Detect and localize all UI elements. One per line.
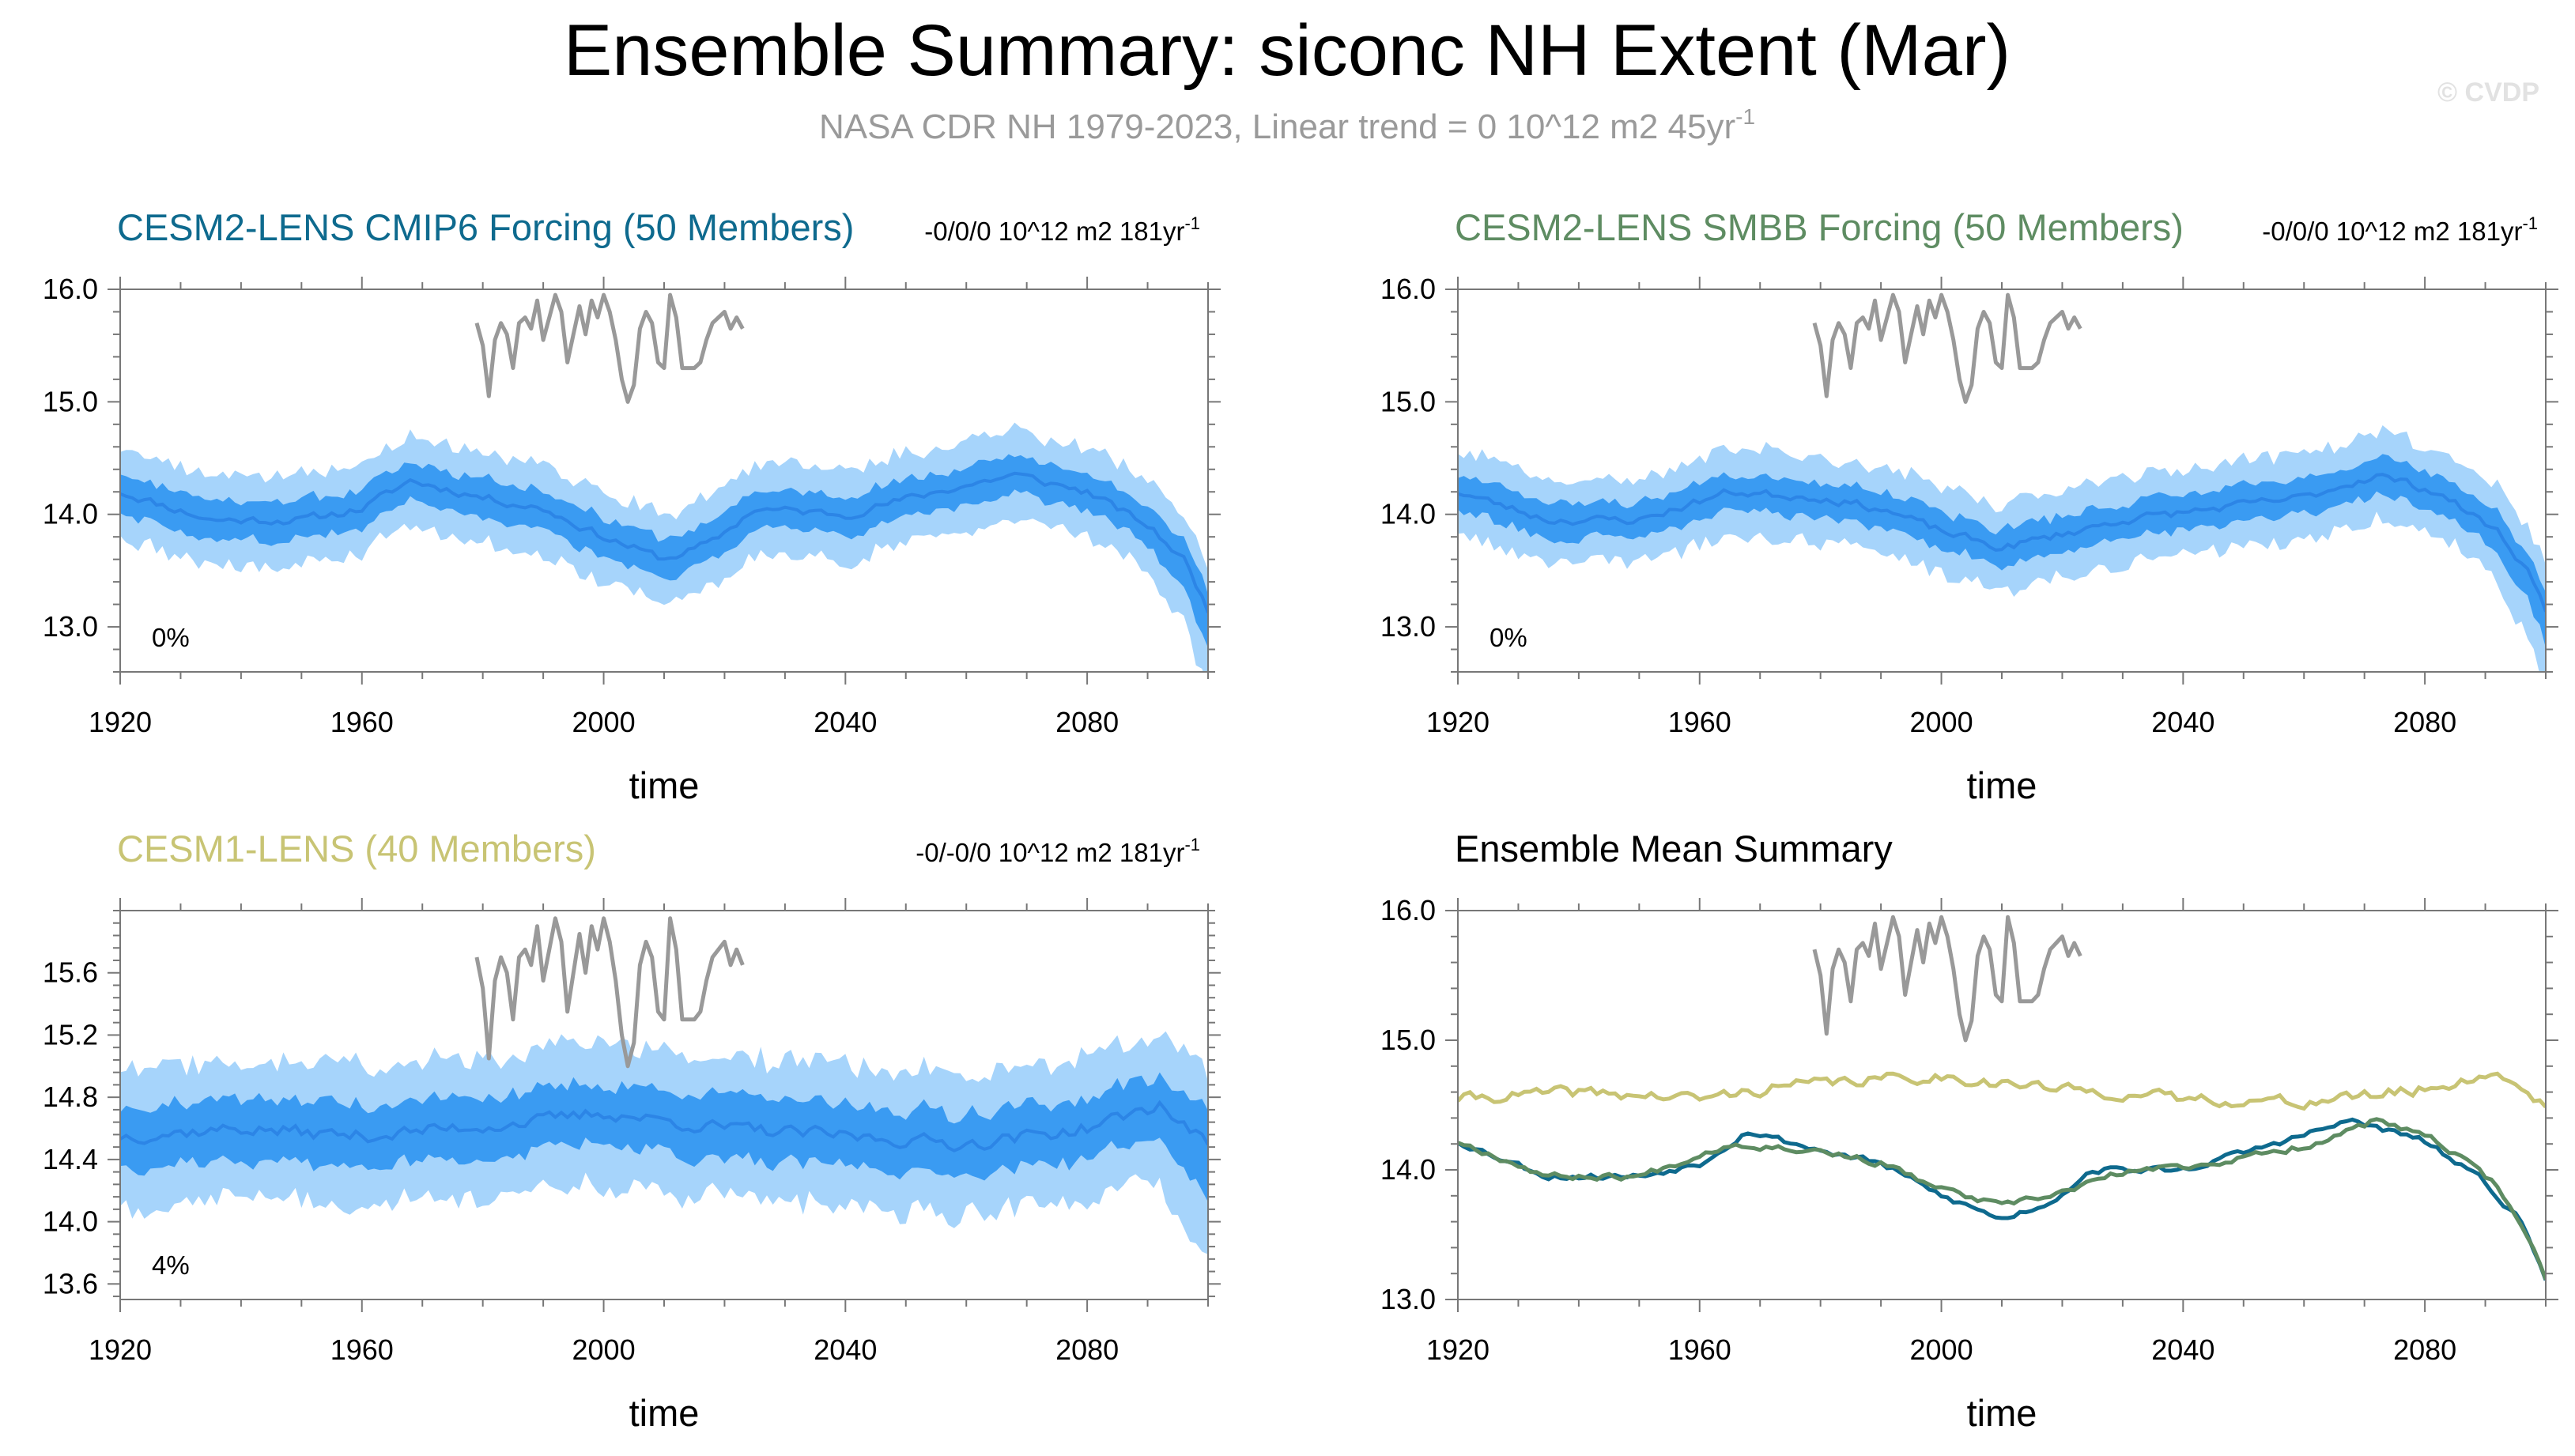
trend-label-superscript: -1 <box>1184 213 1200 233</box>
observations-line <box>474 292 745 404</box>
y-tick-label: 16.0 <box>1380 273 1436 305</box>
series-line-cesm1 <box>1458 1071 2546 1111</box>
x-tick-label: 2040 <box>814 1333 877 1366</box>
x-tick-label: 2000 <box>572 1333 636 1366</box>
trend-label-text: -0/0/0 10^12 m2 181yr <box>924 217 1184 246</box>
ensemble-interquartile-band <box>120 454 1208 648</box>
figure-subtitle-superscript: -1 <box>1735 104 1755 129</box>
y-tick-label: 13.0 <box>43 610 98 643</box>
y-tick-label: 15.0 <box>43 385 98 417</box>
y-tick-label: 15.0 <box>1380 385 1436 417</box>
y-tick-label: 13.0 <box>1380 610 1436 643</box>
y-tick-label: 14.0 <box>1380 1153 1436 1186</box>
panel-title: CESM2-LENS SMBB Forcing (50 Members) <box>1455 206 2184 248</box>
y-tick-label: 14.8 <box>43 1081 98 1113</box>
trend-label-superscript: -1 <box>2522 213 2538 233</box>
trend-label-text: -0/-0/0 10^12 m2 181yr <box>916 838 1184 867</box>
y-tick-label: 16.0 <box>43 273 98 305</box>
x-tick-label: 2000 <box>572 706 636 738</box>
series-line-smbb <box>1458 1117 2546 1281</box>
panel-title: CESM2-LENS CMIP6 Forcing (50 Members) <box>117 206 854 248</box>
x-tick-label: 2080 <box>1055 706 1119 738</box>
y-tick-label: 16.0 <box>1380 894 1436 926</box>
y-tick-label: 13.6 <box>43 1267 98 1299</box>
trend-label: -0/0/0 10^12 m2 181yr-1 <box>2262 213 2538 246</box>
trend-label-superscript: -1 <box>1184 835 1200 854</box>
plot-frame <box>1457 910 2547 1300</box>
figure-subtitle-text: NASA CDR NH 1979-2023, Linear trend = 0 … <box>819 108 1735 146</box>
x-tick-label: 2000 <box>1910 706 1973 738</box>
y-tick-label: 13.0 <box>1380 1283 1436 1315</box>
trend-label: -0/-0/0 10^12 m2 181yr-1 <box>916 835 1200 867</box>
observations-line <box>1812 915 2082 1043</box>
plot-area <box>1458 915 2546 1281</box>
y-tick-label: 14.0 <box>43 498 98 530</box>
x-tick-label: 1920 <box>1426 1333 1489 1366</box>
watermark: © CVDP <box>2437 77 2539 108</box>
x-tick-label: 1920 <box>1426 706 1489 738</box>
observations-line <box>1812 292 2082 404</box>
x-axis-label: time <box>1967 764 2037 806</box>
panel-smbb: CESM2-LENS SMBB Forcing (50 Members) -0/0… <box>1380 206 2558 806</box>
x-axis-label: time <box>629 764 700 806</box>
panel-cmip6: CESM2-LENS CMIP6 Forcing (50 Members) -0/… <box>43 206 1221 806</box>
x-tick-label: 1920 <box>89 1333 152 1366</box>
y-tick-label: 15.6 <box>43 956 98 989</box>
panel-cesm1: CESM1-LENS (40 Members) -0/-0/0 10^12 m2 … <box>43 828 1221 1434</box>
ensemble-mean-line <box>120 471 1208 613</box>
x-tick-label: 1920 <box>89 706 152 738</box>
panel-summary: Ensemble Mean Summary 1920 1960 2000 2040 208… <box>1380 828 2558 1434</box>
x-tick-label: 1960 <box>330 706 394 738</box>
series-line-cmip6 <box>1458 1117 2546 1281</box>
panel-title: Ensemble Mean Summary <box>1455 828 1893 869</box>
panel-title: CESM1-LENS (40 Members) <box>117 828 596 869</box>
observations-line <box>474 916 745 1069</box>
plot-area <box>120 916 1208 1254</box>
x-tick-label: 1960 <box>330 1333 394 1366</box>
x-tick-label: 2080 <box>2393 706 2456 738</box>
x-tick-label: 2040 <box>814 706 877 738</box>
trend-label-text: -0/0/0 10^12 m2 181yr <box>2262 217 2522 246</box>
x-tick-label: 1960 <box>1668 1333 1731 1366</box>
figure-title: Ensemble Summary: siconc NH Extent (Mar) <box>564 10 2011 91</box>
plot-area <box>120 292 1208 672</box>
corner-percentage-label: 4% <box>152 1250 190 1280</box>
y-tick-label: 15.0 <box>1380 1024 1436 1056</box>
x-tick-label: 2040 <box>2151 1333 2214 1366</box>
x-tick-label: 2040 <box>2151 706 2214 738</box>
ensemble-mean-line <box>1458 473 2546 613</box>
panels: CESM2-LENS CMIP6 Forcing (50 Members) -0/… <box>43 206 2558 1434</box>
x-axis-label: time <box>1967 1392 2037 1434</box>
y-tick-label: 14.0 <box>43 1205 98 1238</box>
x-tick-label: 2080 <box>1055 1333 1119 1366</box>
x-axis-label: time <box>629 1392 700 1434</box>
ensemble-mean-line <box>120 1100 1208 1152</box>
x-tick-label: 2080 <box>2393 1333 2456 1366</box>
figure-subtitle: NASA CDR NH 1979-2023, Linear trend = 0 … <box>819 104 1755 146</box>
corner-percentage-label: 0% <box>1489 623 1527 652</box>
x-tick-label: 2000 <box>1910 1333 1973 1366</box>
y-tick-label: 14.4 <box>43 1143 98 1175</box>
trend-label: -0/0/0 10^12 m2 181yr-1 <box>924 213 1200 246</box>
x-tick-label: 1960 <box>1668 706 1731 738</box>
corner-percentage-label: 0% <box>152 623 190 652</box>
y-tick-label: 14.0 <box>1380 498 1436 530</box>
y-tick-label: 15.2 <box>43 1018 98 1051</box>
ensemble-interquartile-band <box>120 1072 1208 1202</box>
plot-area <box>1458 292 2546 672</box>
